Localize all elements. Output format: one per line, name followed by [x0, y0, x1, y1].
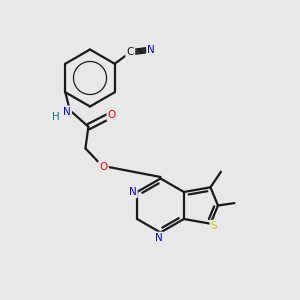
Text: N: N [129, 187, 136, 197]
Text: C: C [127, 47, 134, 57]
Text: N: N [147, 45, 155, 55]
Text: N: N [63, 107, 71, 117]
Text: N: N [155, 233, 163, 243]
Text: O: O [108, 110, 116, 120]
Text: O: O [99, 162, 107, 172]
Text: H: H [52, 112, 59, 122]
Text: S: S [211, 221, 217, 231]
